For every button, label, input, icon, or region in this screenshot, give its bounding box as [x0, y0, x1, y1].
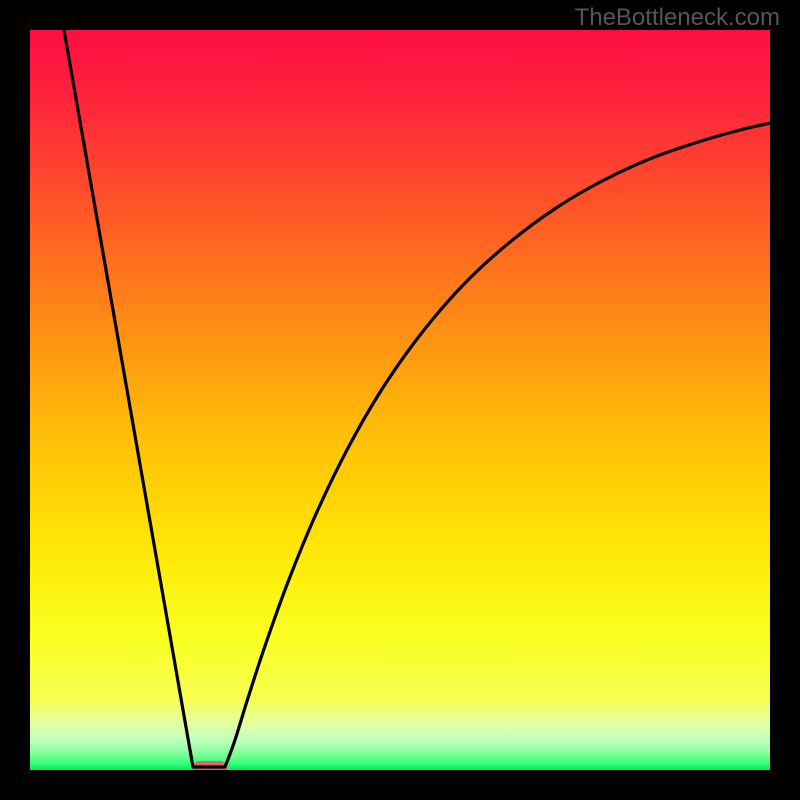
chart-svg: [0, 0, 800, 800]
chart-root: TheBottleneck.com: [0, 0, 800, 800]
watermark-text: TheBottleneck.com: [575, 4, 780, 32]
bottleneck-curve: [64, 30, 770, 767]
